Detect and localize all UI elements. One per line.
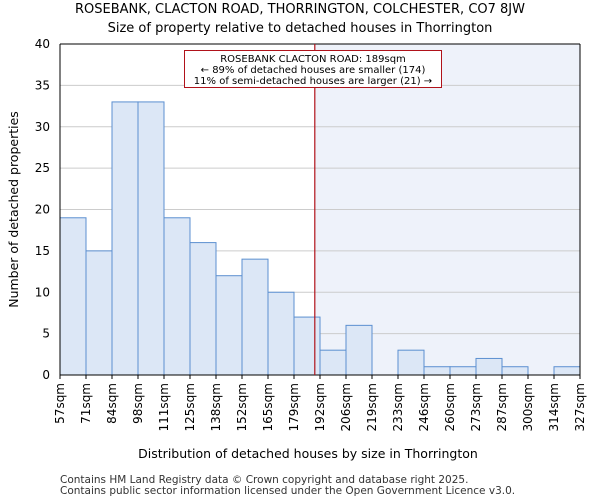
x-tick-label: 84sqm — [105, 383, 119, 424]
bar — [241, 258, 269, 376]
x-tick-label: 111sqm — [157, 383, 171, 431]
x-tick-label: 71sqm — [79, 383, 93, 424]
footer-line-2: Contains public sector information licen… — [60, 485, 516, 497]
bar — [293, 316, 321, 376]
bar — [163, 217, 191, 376]
bar — [449, 366, 477, 376]
bar — [215, 275, 243, 376]
footer-line-1: Contains HM Land Registry data © Crown c… — [60, 474, 469, 486]
y-axis-label: Number of detached properties — [6, 111, 21, 308]
y-tick-label: 10 — [35, 285, 50, 299]
x-tick-label: 219sqm — [365, 383, 379, 431]
bar — [111, 101, 139, 376]
annotation-line-3: 11% of semi-detached houses are larger (… — [193, 76, 433, 87]
x-tick-label: 273sqm — [469, 383, 483, 431]
y-tick-label: 0 — [42, 368, 50, 382]
x-tick-label: 165sqm — [261, 383, 275, 431]
bar — [137, 101, 165, 376]
bar — [59, 217, 87, 376]
y-tick-label: 25 — [35, 161, 50, 175]
chart-subtitle: Size of property relative to detached ho… — [107, 21, 493, 36]
x-tick-label: 179sqm — [287, 383, 301, 431]
x-tick-label: 327sqm — [573, 383, 587, 431]
x-tick-label: 314sqm — [547, 383, 561, 431]
x-tick-label: 300sqm — [521, 383, 535, 431]
bar — [189, 242, 217, 376]
y-tick-label: 5 — [42, 327, 50, 341]
annotation-line-2: ← 89% of detached houses are smaller (17… — [200, 65, 426, 76]
chart-title: ROSEBANK, CLACTON ROAD, THORRINGTON, COL… — [75, 2, 525, 17]
x-tick-label: 233sqm — [391, 383, 405, 431]
y-tick-label: 35 — [35, 78, 50, 92]
bar — [267, 291, 295, 376]
x-tick-label: 57sqm — [53, 383, 67, 424]
x-tick-label: 260sqm — [443, 383, 457, 431]
bar — [423, 366, 451, 376]
x-tick-label: 287sqm — [495, 383, 509, 431]
y-tick-label: 15 — [35, 244, 50, 258]
x-tick-label: 246sqm — [417, 383, 431, 431]
x-tick-label: 125sqm — [183, 383, 197, 431]
bar — [397, 349, 425, 376]
x-axis-label: Distribution of detached houses by size … — [138, 446, 478, 461]
y-tick-label: 40 — [35, 37, 50, 51]
marker-annotation: ROSEBANK CLACTON ROAD: 189sqm ← 89% of d… — [184, 50, 442, 88]
bar — [553, 366, 581, 376]
y-tick-label: 20 — [35, 203, 50, 217]
y-tick-label: 30 — [35, 120, 50, 134]
x-tick-label: 152sqm — [235, 383, 249, 431]
x-tick-label: 98sqm — [131, 383, 145, 424]
bar — [501, 366, 529, 376]
x-tick-label: 192sqm — [313, 383, 327, 431]
bar — [345, 324, 373, 376]
x-tick-label: 206sqm — [339, 383, 353, 431]
bar — [475, 357, 503, 376]
annotation-line-1: ROSEBANK CLACTON ROAD: 189sqm — [220, 54, 406, 65]
bar — [85, 250, 113, 376]
bar — [319, 349, 347, 376]
x-tick-label: 138sqm — [209, 383, 223, 431]
